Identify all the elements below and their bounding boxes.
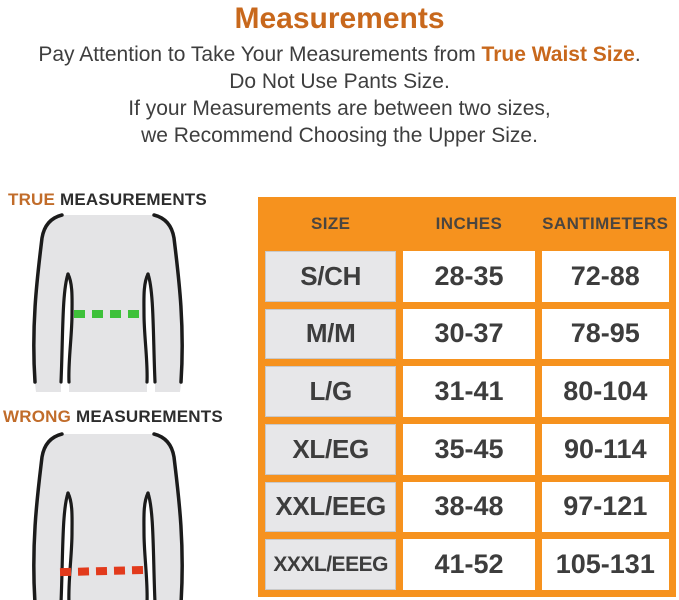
inches-cell: 38-48 xyxy=(403,481,535,533)
wrong-measurements-label: WRONG MEASUREMENTS xyxy=(3,407,223,427)
true-measurements-label: TRUE MEASUREMENTS xyxy=(8,190,207,210)
santimeters-cell: 90-114 xyxy=(541,424,669,475)
hips-measure-line xyxy=(59,565,151,577)
intro-line-3: If your Measurements are between two siz… xyxy=(128,97,551,120)
true-rest: MEASUREMENTS xyxy=(60,190,207,209)
column-header-size: SIZE xyxy=(310,214,351,233)
santimeters-cell: 72-88 xyxy=(541,251,669,302)
intro-line-1-suffix: . xyxy=(634,43,641,66)
size-cell: S/CH xyxy=(265,251,397,302)
inches-cell: 35-45 xyxy=(403,424,535,475)
santimeters-cell: 78-95 xyxy=(541,308,669,360)
intro-line-2: Do Not Use Pants Size. xyxy=(229,70,450,93)
wrong-word: WRONG xyxy=(3,407,72,426)
page-title: Measurements xyxy=(234,2,445,35)
true-waist-size-highlight: True Waist Size xyxy=(481,43,635,66)
intro-text: Pay Attention to Take Your Measurements … xyxy=(0,41,679,149)
santimeters-cell: 80-104 xyxy=(541,366,669,417)
wrong-measurement-figure xyxy=(22,431,194,600)
size-cell: M/M xyxy=(265,308,397,360)
true-word: TRUE xyxy=(8,190,56,209)
wrong-rest: MEASUREMENTS xyxy=(75,407,223,426)
column-header-santimeters: SANTIMETERS xyxy=(542,214,669,233)
intro-line-1-prefix: Pay Attention to Take Your Measurements … xyxy=(38,43,482,66)
intro-line-4: we Recommend Choosing the Upper Size. xyxy=(141,124,538,147)
size-table: SIZE INCHES SANTIMETERS S/CH 28-35 72-88… xyxy=(258,197,676,597)
true-measurement-figure xyxy=(22,212,194,392)
inches-cell: 30-37 xyxy=(403,308,535,360)
torso-illustration-wrong xyxy=(32,432,184,600)
inches-cell: 31-41 xyxy=(403,366,535,417)
torso-illustration-true xyxy=(32,213,184,392)
size-cell: XXXL/EEEG xyxy=(265,539,397,590)
header: Measurements Pay Attention to Take Your … xyxy=(0,0,679,149)
size-cell: XL/EG xyxy=(265,424,397,475)
column-header-inches: INCHES xyxy=(435,214,503,233)
santimeters-cell: 97-121 xyxy=(541,481,669,533)
intro-line-1: Pay Attention to Take Your Measurements … xyxy=(0,41,679,68)
santimeters-cell: 105-131 xyxy=(541,539,669,590)
inches-cell: 28-35 xyxy=(403,251,535,302)
inches-cell: 41-52 xyxy=(403,539,535,590)
size-cell: XXL/EEG xyxy=(265,481,397,533)
size-cell: L/G xyxy=(265,366,397,417)
